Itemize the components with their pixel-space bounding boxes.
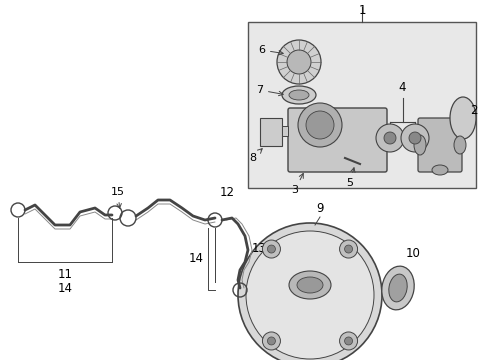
Text: 3: 3 xyxy=(291,174,303,195)
Ellipse shape xyxy=(282,86,315,104)
Text: 1: 1 xyxy=(358,4,365,17)
Circle shape xyxy=(305,111,333,139)
Circle shape xyxy=(276,40,320,84)
Circle shape xyxy=(383,132,395,144)
FancyBboxPatch shape xyxy=(287,108,386,172)
Text: 10: 10 xyxy=(405,247,420,260)
FancyBboxPatch shape xyxy=(417,118,461,172)
Circle shape xyxy=(267,245,275,253)
Bar xyxy=(260,118,282,146)
Circle shape xyxy=(297,103,341,147)
Ellipse shape xyxy=(381,266,413,310)
Circle shape xyxy=(262,240,280,258)
Circle shape xyxy=(238,223,381,360)
Ellipse shape xyxy=(453,136,465,154)
Text: 9: 9 xyxy=(316,202,323,215)
Circle shape xyxy=(245,231,373,359)
Text: 14: 14 xyxy=(189,252,203,265)
Ellipse shape xyxy=(449,97,475,139)
Circle shape xyxy=(262,332,280,350)
Text: 13: 13 xyxy=(251,242,266,255)
Circle shape xyxy=(344,337,352,345)
Circle shape xyxy=(375,124,403,152)
Circle shape xyxy=(339,332,357,350)
Text: 8: 8 xyxy=(248,149,262,163)
Ellipse shape xyxy=(288,90,308,100)
Text: 12: 12 xyxy=(220,186,235,199)
Text: 7: 7 xyxy=(255,85,283,96)
Circle shape xyxy=(344,245,352,253)
Text: 4: 4 xyxy=(398,81,406,94)
Text: 11: 11 xyxy=(58,268,72,281)
Text: 15: 15 xyxy=(111,187,125,208)
Ellipse shape xyxy=(288,271,330,299)
Bar xyxy=(247,22,475,188)
Text: 6: 6 xyxy=(258,45,283,55)
Circle shape xyxy=(339,240,357,258)
Text: 5: 5 xyxy=(346,168,354,188)
Circle shape xyxy=(286,50,310,74)
Ellipse shape xyxy=(388,274,407,302)
Circle shape xyxy=(400,124,428,152)
Ellipse shape xyxy=(296,277,323,293)
Ellipse shape xyxy=(413,135,425,155)
Circle shape xyxy=(408,132,420,144)
Text: 14: 14 xyxy=(58,282,72,295)
Circle shape xyxy=(267,337,275,345)
Ellipse shape xyxy=(431,165,447,175)
Bar xyxy=(282,126,287,136)
Text: 2: 2 xyxy=(469,104,476,117)
